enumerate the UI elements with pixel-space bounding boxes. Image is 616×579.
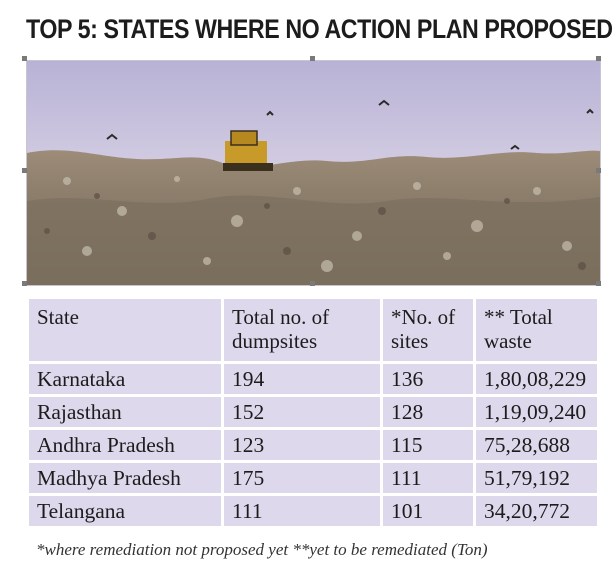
cell-no-of-sites: 136 xyxy=(383,364,473,394)
cell-state: Andhra Pradesh xyxy=(29,430,221,460)
landfill-illustration xyxy=(27,61,600,285)
cell-total-dumpsites: 123 xyxy=(224,430,380,460)
birds-icon xyxy=(106,99,594,150)
resize-handle xyxy=(310,56,315,61)
resize-handle xyxy=(596,281,601,286)
cell-no-of-sites: 128 xyxy=(383,397,473,427)
cell-no-of-sites: 115 xyxy=(383,430,473,460)
header-no-of-sites: *No. of sites xyxy=(383,299,473,361)
resize-handle xyxy=(596,168,601,173)
cell-total-dumpsites: 175 xyxy=(224,463,380,493)
cell-total-dumpsites: 152 xyxy=(224,397,380,427)
header-state: State xyxy=(29,299,221,361)
resize-handle xyxy=(22,168,27,173)
resize-handle xyxy=(22,281,27,286)
cell-total-waste: 51,79,192 xyxy=(476,463,597,493)
cell-state: Karnataka xyxy=(29,364,221,394)
cell-total-waste: 1,19,09,240 xyxy=(476,397,597,427)
cell-total-waste: 34,20,772 xyxy=(476,496,597,526)
title-rest: STATES WHERE NO ACTION PLAN PROPOSED xyxy=(97,14,613,44)
cell-total-dumpsites: 111 xyxy=(224,496,380,526)
cell-state: Madhya Pradesh xyxy=(29,463,221,493)
table-row: Madhya Pradesh 175 111 51,79,192 xyxy=(29,463,597,493)
table-row: Andhra Pradesh 123 115 75,28,688 xyxy=(29,430,597,460)
resize-handle xyxy=(310,281,315,286)
cell-no-of-sites: 101 xyxy=(383,496,473,526)
table-row: Karnataka 194 136 1,80,08,229 xyxy=(29,364,597,394)
resize-handle xyxy=(596,56,601,61)
resize-handle xyxy=(22,56,27,61)
table-header-row: State Total no. of dumpsites *No. of sit… xyxy=(29,299,597,361)
header-total-dumpsites: Total no. of dumpsites xyxy=(224,299,380,361)
bulldozer-icon xyxy=(223,130,273,171)
title-lead: TOP 5: xyxy=(26,14,98,44)
cell-state: Rajasthan xyxy=(29,397,221,427)
footnote: *where remediation not proposed yet **ye… xyxy=(36,540,488,559)
cell-state: Telangana xyxy=(29,496,221,526)
cell-total-waste: 75,28,688 xyxy=(476,430,597,460)
cell-total-waste: 1,80,08,229 xyxy=(476,364,597,394)
states-table: State Total no. of dumpsites *No. of sit… xyxy=(26,296,600,529)
infographic-title: TOP 5: STATES WHERE NO ACTION PLAN PROPO… xyxy=(26,12,613,46)
table-row: Rajasthan 152 128 1,19,09,240 xyxy=(29,397,597,427)
cell-total-dumpsites: 194 xyxy=(224,364,380,394)
table-row: Telangana 111 101 34,20,772 xyxy=(29,496,597,526)
header-total-waste: ** Total waste xyxy=(476,299,597,361)
landfill-photo xyxy=(26,60,601,286)
cell-no-of-sites: 111 xyxy=(383,463,473,493)
